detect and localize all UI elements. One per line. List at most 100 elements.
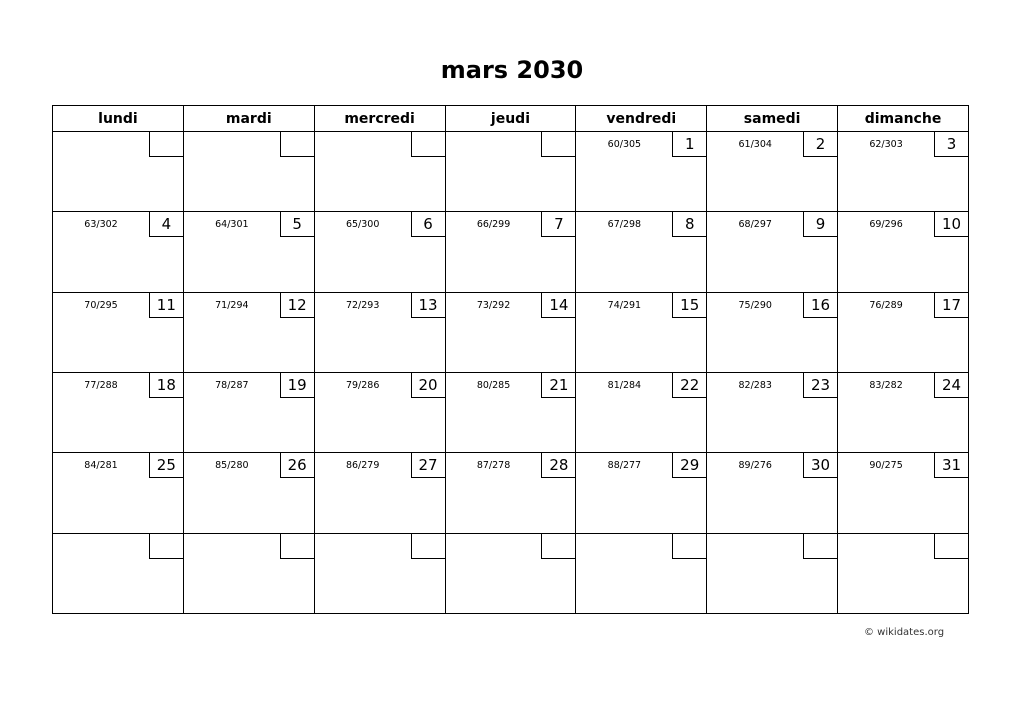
day-number: 2: [803, 132, 838, 157]
day-number: 10: [934, 212, 968, 238]
empty-day-cell: [837, 532, 969, 615]
week-row: [52, 532, 969, 615]
day-cell: 66/299 7: [444, 211, 577, 293]
day-of-year: 89/276: [738, 460, 772, 472]
day-cell: 76/289 17: [837, 291, 969, 373]
day-number: [803, 533, 838, 559]
day-cell: 83/282 24: [837, 371, 969, 454]
empty-day-cell: [313, 130, 446, 213]
day-number: [148, 132, 183, 157]
weekday-header: vendredi: [575, 105, 708, 132]
page-title: mars 2030: [440, 56, 584, 84]
day-number: 17: [934, 292, 968, 318]
day-cell: 78/287 19: [182, 371, 315, 454]
day-of-year: 78/287: [215, 379, 249, 391]
day-of-year: 64/301: [215, 219, 249, 231]
day-cell: 71/294 12: [182, 291, 315, 373]
day-cell: 85/280 26: [182, 452, 315, 534]
empty-day-cell: [182, 532, 315, 615]
day-cell: 68/297 9: [706, 211, 839, 293]
day-cell: 77/288 18: [52, 371, 184, 454]
day-cell: 88/277 29: [575, 452, 708, 534]
day-number: 27: [410, 453, 445, 479]
day-cell: 84/281 25: [52, 452, 184, 534]
day-of-year: 62/303: [869, 139, 903, 150]
day-cell: 86/279 27: [313, 452, 446, 534]
week-row: 77/288 18 78/287 19 79/286 20 80/285 21 81/284 22…: [52, 371, 969, 454]
weekday-header: jeudi: [444, 105, 577, 132]
day-of-year: 79/286: [345, 379, 380, 391]
week-row: 70/295 11 71/294 12 72/293 13 73/292 14 74/291 15…: [52, 291, 969, 373]
day-of-year: 84/281: [84, 460, 118, 472]
day-of-year: 76/289: [869, 299, 903, 311]
calendar-body: 60/305 1 61/304 2 62/303 3 63/302 4 64/301 5 65/30…: [52, 130, 969, 615]
day-of-year: 61/304: [738, 139, 772, 150]
day-cell: 81/284 22: [575, 371, 708, 454]
day-number: [541, 132, 576, 157]
day-cell: 60/305 1: [575, 130, 708, 213]
day-of-year: 80/285: [476, 379, 511, 391]
empty-day-cell: [706, 532, 839, 615]
day-cell: 80/285 21: [444, 371, 577, 454]
calendar-grid: lundi mardi mercredi jeudi vendredi samedi dim…: [52, 105, 969, 615]
day-number: 16: [803, 292, 838, 318]
day-of-year: 87/278: [476, 460, 511, 472]
day-cell: 74/291 15: [575, 291, 708, 373]
day-number: [148, 533, 183, 559]
day-number: 5: [279, 212, 314, 238]
day-number: [672, 533, 707, 559]
empty-day-cell: [52, 532, 184, 615]
day-cell: 72/293 13: [313, 291, 446, 373]
day-number: 22: [672, 372, 707, 398]
day-of-year: 67/298: [607, 219, 642, 231]
day-of-year: 83/282: [869, 379, 903, 391]
day-number: 14: [541, 292, 576, 318]
day-number: 18: [148, 372, 183, 398]
day-cell: 79/286 20: [313, 371, 446, 454]
day-number: 19: [279, 372, 314, 398]
day-of-year: 60/305: [607, 139, 642, 150]
day-cell: 87/278 28: [444, 452, 577, 534]
week-row: 63/302 4 64/301 5 65/300 6 66/299 7 67/298 8 68/29…: [52, 211, 969, 293]
day-cell: 61/304 2: [706, 130, 839, 213]
day-number: 30: [803, 453, 838, 479]
day-number: 9: [803, 212, 838, 238]
week-row: 60/305 1 61/304 2 62/303 3: [52, 130, 969, 213]
day-number: 8: [672, 212, 707, 238]
day-of-year: 69/296: [869, 219, 903, 231]
day-cell: 75/290 16: [706, 291, 839, 373]
day-cell: 89/276 30: [706, 452, 839, 534]
day-number: 3: [934, 132, 968, 157]
day-number: 1: [672, 132, 707, 157]
day-of-year: 81/284: [607, 379, 642, 391]
empty-day-cell: [313, 532, 446, 615]
day-cell: 82/283 23: [706, 371, 839, 454]
day-of-year: 86/279: [345, 460, 380, 472]
copyright-footer: © wikidates.org: [864, 627, 945, 638]
empty-day-cell: [444, 532, 577, 615]
day-cell: 65/300 6: [313, 211, 446, 293]
day-number: 6: [410, 212, 445, 238]
day-cell: 62/303 3: [837, 130, 969, 213]
day-number: 7: [541, 212, 576, 238]
day-of-year: 88/277: [607, 460, 642, 472]
day-number: [410, 533, 445, 559]
day-number: [279, 132, 314, 157]
day-cell: 63/302 4: [52, 211, 184, 293]
empty-day-cell: [52, 130, 184, 213]
day-number: [541, 533, 576, 559]
day-of-year: 73/292: [476, 299, 511, 311]
day-of-year: 90/275: [869, 460, 903, 472]
day-of-year: 72/293: [345, 299, 380, 311]
day-cell: 64/301 5: [182, 211, 315, 293]
day-number: 26: [279, 453, 314, 479]
day-number: 29: [672, 453, 707, 479]
day-cell: 90/275 31: [837, 452, 969, 534]
empty-day-cell: [444, 130, 577, 213]
day-of-year: 70/295: [84, 299, 118, 311]
day-of-year: 66/299: [476, 219, 511, 231]
day-number: 4: [148, 212, 183, 238]
weekday-header: mardi: [182, 105, 315, 132]
day-number: 12: [279, 292, 314, 318]
week-row: 84/281 25 85/280 26 86/279 27 87/278 28 88/277 29…: [52, 452, 969, 534]
